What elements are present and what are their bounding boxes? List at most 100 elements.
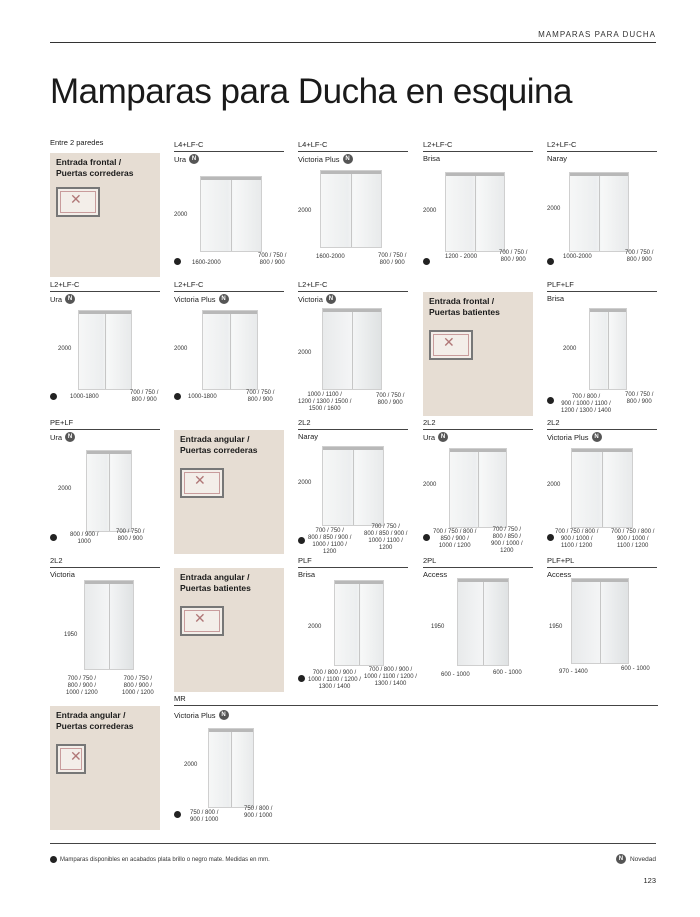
product-card[interactable]: PLF+PL Access 1950 970 - 1400 600 - 1000 (547, 556, 657, 680)
product-card[interactable]: L4+LF-C Ura N 2000 1600-2000 700 / 750 / … (174, 140, 287, 266)
depth-dim: 700 / 750 / 800 / 900 (378, 253, 407, 266)
product-card[interactable]: PLF+LF Brisa 2000 700 / 800 / 900 / 1000… (547, 280, 657, 414)
model-name: Ura (50, 294, 63, 304)
depth-dim: 600 - 1000 (493, 670, 522, 676)
width-dim: 1000-2000 (563, 254, 592, 260)
new-badge: N (325, 294, 336, 304)
height-dim: 2000 (58, 346, 72, 352)
shower-image (589, 308, 627, 390)
shower-image (208, 728, 254, 808)
product-code: L2+LF-C (298, 280, 328, 289)
new-badge: N (189, 154, 200, 164)
product-code: PE+LF (50, 418, 74, 427)
height-dim: 2000 (547, 482, 561, 488)
product-card[interactable]: 2L2 Naray 2000 700 / 750 / 800 / 850 / 9… (298, 418, 408, 555)
new-badge: N (218, 294, 229, 304)
divider (174, 151, 284, 152)
product-card[interactable]: Victoria Plus N 2000 750 / 800 / 900 / 10… (174, 696, 284, 823)
width-dim: 1000-1800 (70, 394, 99, 400)
footer-rule (50, 843, 656, 844)
entry-type-title: Entrada angular / (180, 572, 250, 582)
product-model: Brisa (547, 294, 564, 303)
divider (547, 567, 657, 568)
product-card[interactable]: L2+LF-C Naray 2000 1000-2000 700 / 750 /… (547, 140, 657, 265)
depth-dim: 600 - 1000 (621, 666, 650, 672)
finish-dot (174, 811, 181, 818)
entry-type-subtitle: Puertas batientes (180, 583, 251, 593)
product-model: Ura N (423, 432, 449, 442)
product-card[interactable]: 2L2 Victoria 1950 700 / 750 / 800 / 900 … (50, 556, 160, 696)
product-code: L4+LF-C (298, 140, 328, 149)
product-code: L2+LF-C (423, 140, 453, 149)
new-badge: N (615, 854, 626, 864)
product-model: Ura N (50, 432, 76, 442)
entry-type-box: Entrada angular / Puertas correderas (174, 430, 284, 554)
new-badge: N (65, 294, 76, 304)
depth-dim: 700 / 750 / 800 / 900 (376, 393, 405, 406)
entry-type-subtitle: Puertas correderas (56, 168, 134, 178)
finish-dot (50, 393, 57, 400)
entry-type-box: Entrada frontal / Puertas batientes (423, 292, 533, 416)
depth-dim: 700 / 750 / 800 / 900 (258, 253, 287, 266)
finish-dot (174, 393, 181, 400)
width-dim: 700 / 800 / 900 / 1000 / 1100 / 1200 / 1… (561, 394, 612, 414)
floor-plan-icon (180, 606, 224, 636)
finish-dot (298, 675, 305, 682)
product-card[interactable]: 2PL Access 1950 600 - 1000 600 - 1000 (423, 556, 533, 680)
page-title: Mamparas para Ducha en esquina (50, 72, 572, 111)
height-dim: 2000 (174, 346, 188, 352)
product-code: L2+LF-C (174, 280, 204, 289)
shower-image (78, 310, 132, 390)
shower-image (571, 448, 633, 528)
divider (423, 429, 533, 430)
new-badge: N (218, 710, 229, 720)
divider (298, 291, 408, 292)
height-dim: 2000 (298, 350, 312, 356)
divider (50, 567, 160, 568)
shower-image (457, 578, 509, 666)
finish-dot (50, 856, 57, 863)
product-card[interactable]: L4+LF-C Victoria Plus N 2000 1600-2000 70… (298, 140, 408, 266)
entry-type-title: Entrada frontal / (429, 296, 495, 306)
product-card[interactable]: L2+LF-C Victoria N 2000 1000 / 1100 / 120… (298, 280, 408, 412)
product-card[interactable]: PLF Brisa 2000 700 / 800 / 900 / 1000 / … (298, 556, 417, 690)
product-card[interactable]: PE+LF Ura N 2000 800 / 900 / 1000 700 / 7… (50, 418, 160, 545)
product-card[interactable]: 2L2 Ura N 2000 700 / 750 / 800 / 850 / 90… (423, 418, 533, 554)
top-rule (50, 42, 656, 43)
entry-type-title: Entrada frontal / (56, 157, 122, 167)
product-card[interactable]: 2L2 Victoria Plus N 2000 700 / 750 / 800 … (547, 418, 657, 549)
product-model: Access (423, 570, 447, 579)
height-dim: 2000 (308, 624, 322, 630)
entry-type-title: Entrada angular / (180, 434, 250, 444)
page-number: 123 (643, 876, 656, 885)
height-dim: 2000 (547, 206, 561, 212)
divider (547, 429, 657, 430)
model-name: Victoria (298, 294, 323, 304)
section-label: MAMPARAS PARA DUCHA (538, 30, 656, 39)
floor-plan-icon (56, 744, 86, 774)
product-model: Victoria Plus N (174, 710, 229, 720)
shower-image (202, 310, 258, 390)
product-card[interactable]: L2+LF-C Brisa 2000 1200 - 2000 700 / 750… (423, 140, 533, 265)
shower-image (334, 580, 384, 666)
height-dim: 2000 (298, 208, 312, 214)
divider (50, 429, 160, 430)
model-name: Brisa (547, 294, 565, 303)
product-model: Ura N (174, 154, 200, 164)
shower-image (320, 170, 382, 248)
product-code: L4+LF-C (174, 140, 204, 149)
shower-image (322, 446, 384, 526)
floor-plan-icon (56, 187, 100, 217)
product-card[interactable]: L2+LF-C Ura N 2000 1000-1800 700 / 750 / … (50, 280, 160, 404)
product-card[interactable]: L2+LF-C Victoria Plus N 2000 1000-1800 70… (174, 280, 284, 404)
height-dim: 2000 (174, 212, 188, 218)
new-badge: N (438, 432, 449, 442)
finish-dot (423, 534, 430, 541)
product-code: L2+LF-C (547, 140, 577, 149)
entry-type-title: Entrada angular / (56, 710, 126, 720)
depth-dim: 700 / 750 / 800 / 850 / 900 / 1000 / 120… (491, 527, 523, 554)
height-dim: 1950 (64, 632, 78, 638)
width-dim: 1000 / 1100 / 1200 / 1300 / 1500 / 1500 … (298, 392, 352, 412)
height-dim: 2000 (58, 486, 72, 492)
product-model: Victoria (50, 570, 75, 579)
